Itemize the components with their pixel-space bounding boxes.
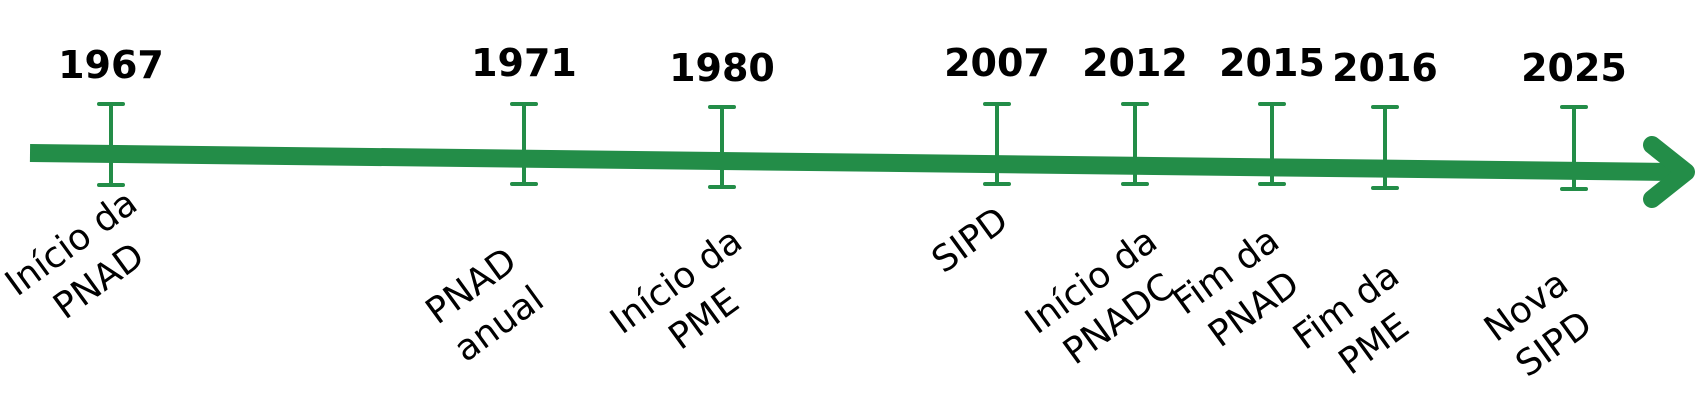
event-year: 2007 bbox=[944, 41, 1050, 85]
event-marker bbox=[1371, 105, 1399, 190]
event-description: Fim daPNAD bbox=[1166, 220, 1314, 361]
event-year: 2025 bbox=[1521, 46, 1627, 90]
event-description-line: SIPD bbox=[925, 199, 1016, 281]
timeline-event-2016: 2016 Fim daPME bbox=[1286, 46, 1438, 396]
timeline-event-2012: 2012 Início daPNADC bbox=[1018, 41, 1192, 380]
timeline-event-1980: 1980 Início daPME bbox=[603, 46, 777, 380]
timeline-event-1971: 1971 PNADanual bbox=[419, 41, 577, 371]
event-year: 1967 bbox=[58, 43, 164, 87]
event-description: NovaSIPD bbox=[1477, 263, 1603, 388]
event-year: 2012 bbox=[1082, 41, 1188, 85]
event-year: 1980 bbox=[669, 46, 775, 90]
timeline-line bbox=[29, 144, 1676, 181]
event-year: 2016 bbox=[1332, 46, 1438, 90]
event-marker bbox=[983, 102, 1011, 186]
event-description: SIPD bbox=[925, 199, 1016, 281]
event-description: PNADanual bbox=[419, 240, 552, 371]
event-marker bbox=[510, 102, 538, 186]
event-year: 1971 bbox=[471, 41, 577, 85]
event-description: Início daPNADC bbox=[1018, 220, 1192, 380]
event-marker bbox=[1258, 102, 1286, 186]
event-description: Fim daPME bbox=[1286, 255, 1434, 396]
timeline-event-2025: 2025 NovaSIPD bbox=[1477, 46, 1627, 388]
event-marker bbox=[1560, 105, 1588, 191]
event-year: 2015 bbox=[1219, 41, 1325, 85]
timeline-arrowhead bbox=[1643, 136, 1695, 208]
timeline-event-1967: 1967 Início daPNAD bbox=[0, 43, 172, 342]
event-description: Início daPME bbox=[603, 220, 777, 380]
event-marker bbox=[1121, 102, 1149, 186]
event-marker bbox=[97, 102, 125, 187]
event-marker bbox=[708, 105, 736, 189]
event-description: Início daPNAD bbox=[0, 182, 172, 342]
timeline-events: 1967 Início daPNAD 1971 PNADanual 1980 Início… bbox=[0, 41, 1627, 396]
timeline-axis bbox=[29, 136, 1695, 208]
